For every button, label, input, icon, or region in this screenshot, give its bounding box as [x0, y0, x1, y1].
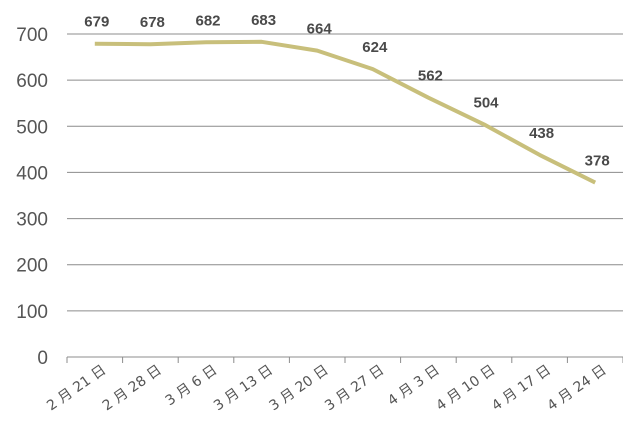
y-tick-label: 700 — [16, 25, 48, 46]
x-tick-label: 3 月 27 日 — [322, 362, 387, 414]
data-label: 504 — [473, 94, 499, 111]
x-tick-label: 2 月 21 日 — [44, 362, 109, 414]
x-tick-label: 4 月 17 日 — [489, 362, 554, 414]
data-label: 562 — [418, 68, 443, 85]
series-line-0 — [94, 39, 597, 185]
x-tick-label: 4 月 10 日 — [433, 362, 498, 414]
y-tick-label: 100 — [16, 302, 48, 323]
x-tick-label: 3 月 20 日 — [267, 362, 332, 414]
x-axis-tick-labels: 2 月 21 日2 月 28 日3 月 6 日3 月 13 日3 月 20 日3… — [44, 362, 609, 414]
y-tick-label: 200 — [16, 256, 48, 277]
x-axis — [66, 356, 623, 363]
data-label: 679 — [84, 14, 109, 31]
y-tick-label: 500 — [16, 117, 48, 138]
x-tick-label: 2 月 28 日 — [100, 362, 165, 414]
data-label: 378 — [585, 153, 610, 170]
y-tick-label: 0 — [37, 348, 48, 369]
x-tick-label: 3 月 13 日 — [211, 362, 276, 414]
y-axis-tick-labels: 0 100 200 300 400 500 600 700 — [16, 25, 48, 369]
data-label: 683 — [251, 12, 276, 29]
gridlines — [67, 33, 623, 312]
data-label: 624 — [362, 39, 388, 56]
data-labels: 679 678 682 683 664 624 562 504 438 378 — [84, 12, 609, 170]
data-label: 682 — [195, 12, 220, 29]
y-tick-label: 400 — [16, 163, 48, 184]
data-label: 438 — [529, 125, 554, 142]
y-tick-label: 600 — [16, 71, 48, 92]
y-tick-label: 300 — [16, 210, 48, 231]
data-label: 664 — [307, 21, 333, 38]
data-label: 678 — [140, 14, 165, 31]
x-tick-label: 4 月 24 日 — [545, 362, 610, 414]
series-layer — [94, 39, 597, 185]
